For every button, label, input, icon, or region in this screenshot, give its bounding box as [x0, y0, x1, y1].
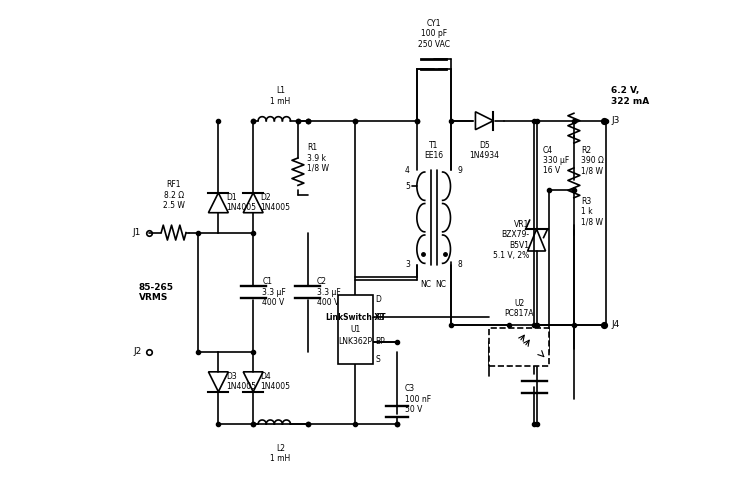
- Text: D: D: [375, 295, 381, 304]
- Text: 5: 5: [405, 182, 410, 190]
- Text: J2: J2: [133, 348, 141, 356]
- Text: VR1
BZX79-
B5V1
5.1 V, 2%: VR1 BZX79- B5V1 5.1 V, 2%: [493, 220, 530, 260]
- Text: L2
1 mH: L2 1 mH: [271, 444, 291, 464]
- Polygon shape: [209, 193, 228, 212]
- Polygon shape: [528, 229, 545, 251]
- Polygon shape: [502, 337, 515, 357]
- Text: BP: BP: [375, 338, 385, 346]
- Text: C3
100 nF
50 V: C3 100 nF 50 V: [405, 384, 431, 414]
- Text: 8: 8: [458, 260, 462, 270]
- Text: RF1
8.2 Ω
2.5 W: RF1 8.2 Ω 2.5 W: [163, 180, 184, 210]
- Text: 4: 4: [405, 166, 410, 175]
- Text: D5
1N4934: D5 1N4934: [470, 140, 500, 160]
- Text: R2
390 Ω
1/8 W: R2 390 Ω 1/8 W: [581, 146, 604, 176]
- Bar: [338, 294, 373, 364]
- Text: J3: J3: [611, 116, 620, 125]
- Text: C1
3.3 μF
400 V: C1 3.3 μF 400 V: [262, 278, 286, 307]
- Text: C2
3.3 μF
400 V: C2 3.3 μF 400 V: [316, 278, 340, 307]
- Polygon shape: [209, 372, 228, 392]
- Text: S: S: [375, 355, 380, 364]
- Text: J1: J1: [133, 228, 141, 237]
- Text: R1
3.9 k
1/8 W: R1 3.9 k 1/8 W: [307, 143, 329, 173]
- Text: 9: 9: [458, 166, 463, 175]
- Text: CY1
100 pF
250 VAC: CY1 100 pF 250 VAC: [418, 19, 450, 48]
- Text: D1
1N4005: D1 1N4005: [226, 193, 256, 212]
- Bar: [489, 328, 549, 366]
- Text: 6.2 V,
322 mA: 6.2 V, 322 mA: [611, 86, 650, 106]
- Text: C4
330 μF
16 V: C4 330 μF 16 V: [543, 146, 569, 176]
- Text: D2
1N4005: D2 1N4005: [261, 193, 291, 212]
- Text: U1: U1: [350, 325, 360, 334]
- Text: NC: NC: [436, 280, 447, 289]
- Polygon shape: [476, 112, 494, 130]
- Text: R3
1 k
1/8 W: R3 1 k 1/8 W: [581, 196, 603, 226]
- Text: LinkSwitch-XT: LinkSwitch-XT: [325, 312, 386, 322]
- Polygon shape: [243, 372, 263, 392]
- Text: 3: 3: [405, 260, 410, 270]
- Text: J4: J4: [611, 320, 620, 329]
- Text: D4
1N4005: D4 1N4005: [261, 372, 291, 392]
- Text: NC: NC: [421, 280, 432, 289]
- Text: T1
EE16: T1 EE16: [424, 141, 443, 161]
- Text: LNK362P: LNK362P: [338, 338, 372, 346]
- Polygon shape: [243, 193, 263, 212]
- Text: FB: FB: [375, 312, 385, 322]
- Text: U2
PC817A: U2 PC817A: [505, 299, 534, 318]
- Text: L1
1 mH: L1 1 mH: [271, 86, 291, 106]
- Text: D3
1N4005: D3 1N4005: [226, 372, 256, 392]
- Text: 85-265
VRMS: 85-265 VRMS: [139, 282, 174, 302]
